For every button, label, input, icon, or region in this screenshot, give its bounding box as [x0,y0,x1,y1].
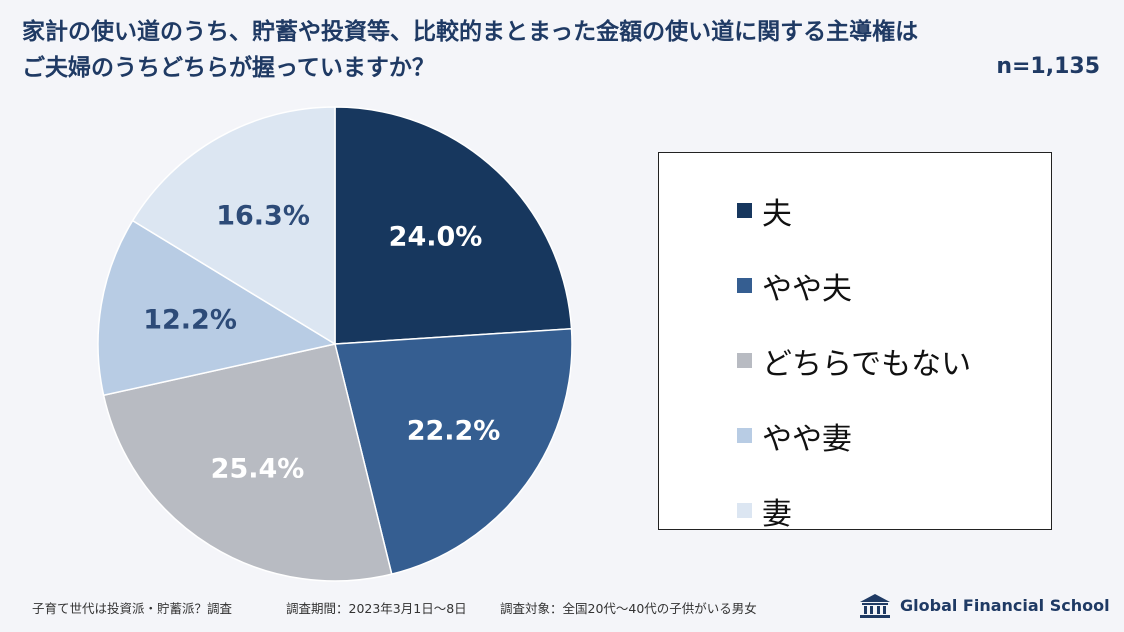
legend-item: やや夫 [737,248,1051,323]
legend-label: 妻 [762,496,792,532]
legend-swatch [737,428,752,443]
brand-name: Global Financial School [900,595,1110,615]
pie-slice-1 [334,327,573,576]
legend-swatch [737,278,752,293]
legend-item: 夫 [737,173,1051,248]
pie-slice-3 [97,219,337,397]
legend-label: 夫 [762,196,792,232]
chart-title-line1: 家計の使い道のうち、貯蓄や投資等、比較的まとまった金額の使い道に関する主導権は [22,19,919,45]
pie-chart: 24.0% 22.2% 25.4% 12.2% 16.3% [97,106,573,582]
pie-slice-label-2: 25.4% [211,453,305,484]
legend-swatch [737,203,752,218]
legend-label: やや妻 [762,421,852,457]
legend: 夫 やや夫 どちらでもない やや妻 妻 [658,152,1052,532]
pie-slice-label-0: 24.0% [389,221,483,252]
footer-survey-period: 調査期間：2023年3月1日〜8日 [286,601,467,616]
pie-slice-4 [131,106,336,346]
legend-swatch [737,353,752,368]
school-building-icon [860,594,890,618]
legend-item: どちらでもない [737,323,1051,398]
pie-slice-2 [102,343,393,582]
legend-item: 妻 [737,473,1051,548]
pie-slice-label-1: 22.2% [407,415,501,446]
chart-title-line2: ご夫婦のうちどちらが握っていますか？ [22,55,435,81]
pie-slice-label-3: 12.2% [143,304,237,335]
footer-survey-name: 子育て世代は投資派・貯蓄派？調査 [32,601,233,616]
sample-size: n=1,135 [996,54,1100,79]
pie-slice-0 [334,106,573,345]
legend-label: どちらでもない [762,346,972,382]
footer-survey-target: 調査対象：全国20代〜40代の子供がいる男女 [500,601,757,616]
pie-slice-label-4: 16.3% [216,200,310,231]
legend-item: やや妻 [737,398,1051,473]
chart-title: 家計の使い道のうち、貯蓄や投資等、比較的まとまった金額の使い道に関する主導権は … [22,14,1102,86]
legend-swatch [737,503,752,518]
legend-label: やや夫 [762,271,852,307]
brand-logo: Global Financial School [858,592,1110,618]
